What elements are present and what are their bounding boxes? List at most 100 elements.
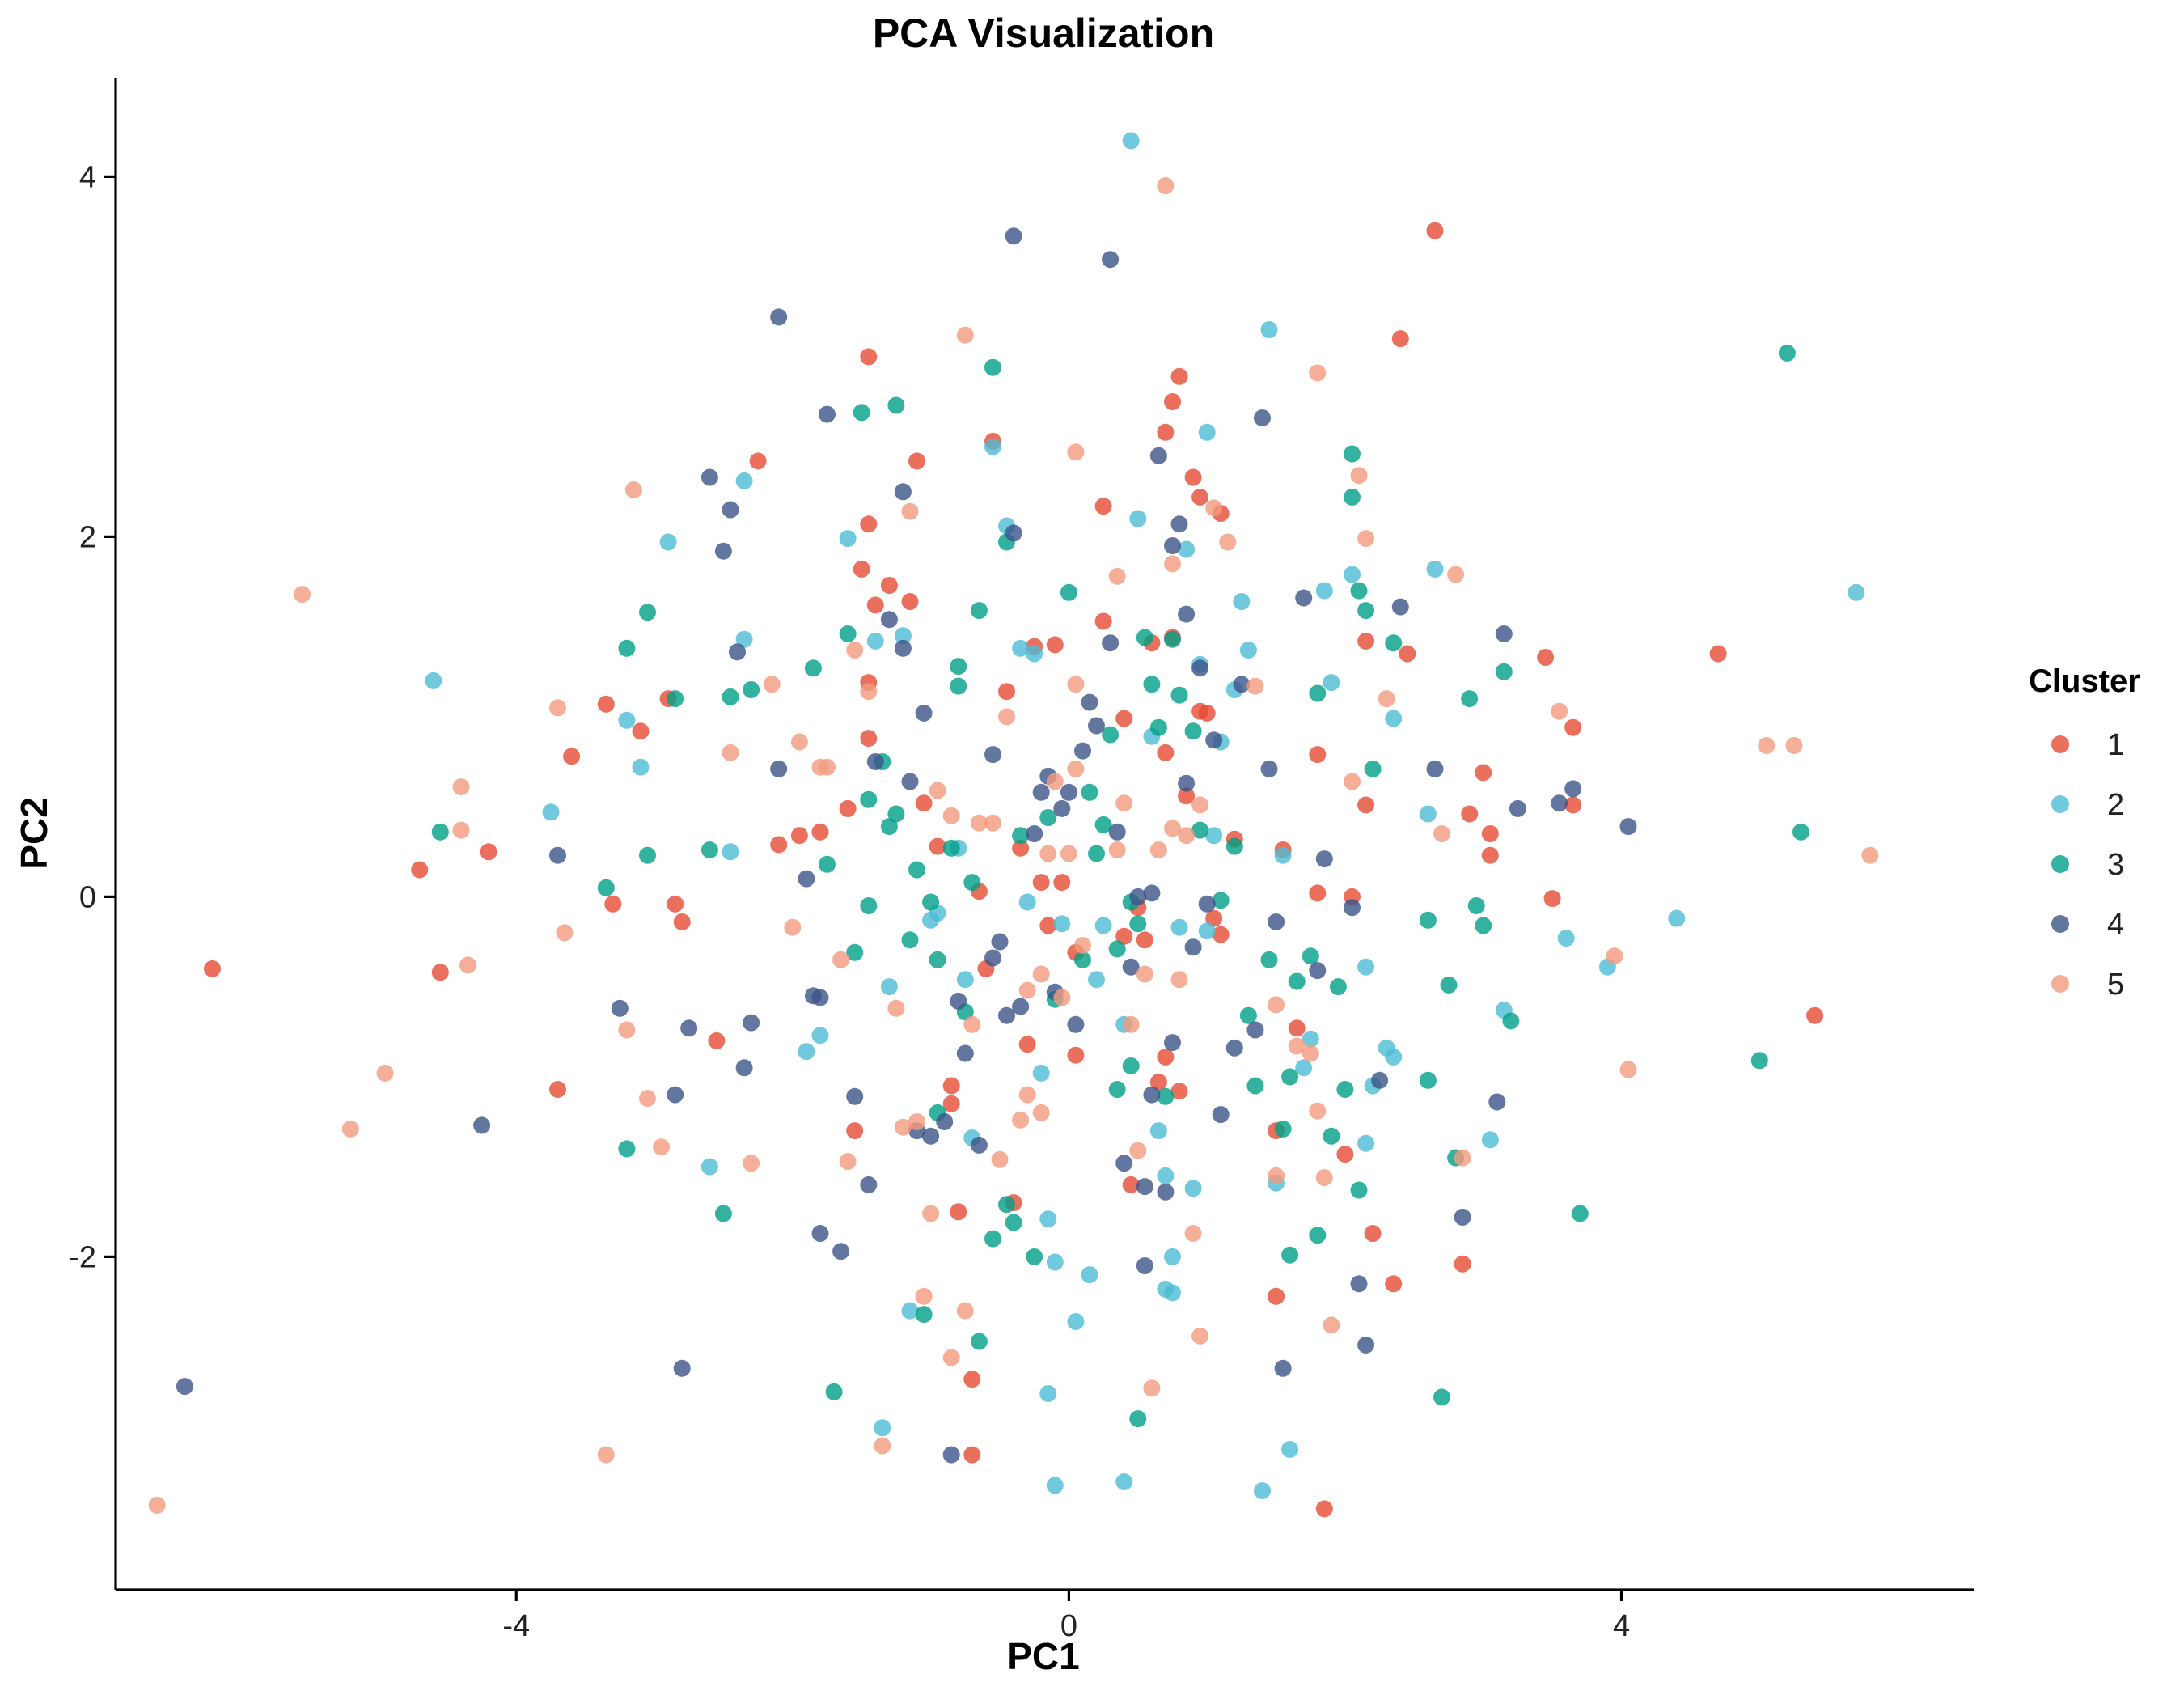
point-cluster-1-24 <box>915 794 933 812</box>
point-cluster-4-7 <box>700 468 718 486</box>
point-cluster-1-98 <box>1806 1006 1824 1024</box>
point-cluster-1-55 <box>1136 931 1153 949</box>
point-cluster-1-17 <box>839 799 857 817</box>
point-cluster-1-27 <box>860 730 878 748</box>
point-cluster-4-86 <box>1391 598 1409 616</box>
point-cluster-2-68 <box>1385 710 1403 727</box>
point-cluster-1-29 <box>929 837 946 855</box>
point-cluster-5-25 <box>874 1437 891 1455</box>
point-cluster-4-79 <box>1295 589 1313 607</box>
point-cluster-1-90 <box>1475 764 1492 782</box>
point-cluster-2-38 <box>1149 1122 1167 1140</box>
point-cluster-2-58 <box>1295 1059 1313 1077</box>
point-cluster-3-16 <box>853 404 870 422</box>
point-cluster-1-3 <box>480 843 497 861</box>
point-cluster-5-27 <box>894 1118 912 1136</box>
point-cluster-5-89 <box>1619 1061 1637 1078</box>
point-cluster-1-88 <box>1454 1255 1471 1273</box>
point-cluster-5-40 <box>991 1150 1009 1168</box>
point-cluster-2-36 <box>1129 510 1147 527</box>
point-cluster-3-25 <box>915 1306 933 1324</box>
point-cluster-4-23 <box>866 753 884 770</box>
point-cluster-5-7 <box>549 699 566 717</box>
chart-title: PCA Visualization <box>873 11 1214 56</box>
x-tick-label-1: 0 <box>1060 1609 1077 1643</box>
point-cluster-3-62 <box>1191 821 1209 839</box>
point-cluster-5-13 <box>653 1138 671 1156</box>
point-cluster-4-85 <box>1371 1071 1389 1089</box>
point-cluster-2-10 <box>811 1027 829 1044</box>
point-cluster-1-8 <box>632 722 650 740</box>
point-cluster-5-48 <box>1053 989 1071 1006</box>
point-cluster-4-75 <box>1254 409 1271 426</box>
point-cluster-2-40 <box>1164 1248 1181 1265</box>
point-cluster-4-17 <box>811 989 829 1006</box>
point-cluster-4-3 <box>611 999 629 1017</box>
scatter-points <box>148 132 1879 1518</box>
point-cluster-5-66 <box>1178 827 1196 845</box>
point-cluster-3-11 <box>804 659 822 677</box>
point-cluster-2-64 <box>1357 1134 1375 1152</box>
x-tick-label-0: -4 <box>502 1609 530 1643</box>
point-cluster-2-28 <box>1046 1253 1064 1271</box>
point-cluster-2-81 <box>1157 1280 1175 1298</box>
point-cluster-1-20 <box>866 596 884 614</box>
point-cluster-5-49 <box>1060 845 1077 862</box>
point-cluster-2-63 <box>1357 958 1375 976</box>
point-cluster-5-58 <box>1129 1142 1147 1159</box>
point-cluster-2-60 <box>1315 582 1333 600</box>
point-cluster-2-25 <box>1026 645 1043 663</box>
point-cluster-1-22 <box>901 593 919 610</box>
point-cluster-5-30 <box>915 1287 933 1305</box>
point-cluster-2-26 <box>1032 1064 1050 1082</box>
point-cluster-4-91 <box>1509 799 1526 817</box>
point-cluster-4-82 <box>1344 899 1361 917</box>
y-tick-label-1: 0 <box>79 880 96 914</box>
point-cluster-5-68 <box>1191 1327 1209 1345</box>
point-cluster-3-42 <box>1026 1248 1043 1265</box>
point-cluster-3-15 <box>846 943 864 961</box>
point-cluster-4-62 <box>1157 1183 1175 1201</box>
point-cluster-5-38 <box>970 814 988 832</box>
point-cluster-1-18 <box>846 1122 864 1140</box>
point-cluster-4-67 <box>1184 938 1202 956</box>
point-cluster-1-62 <box>1164 393 1181 410</box>
point-cluster-3-33 <box>963 874 981 892</box>
point-cluster-1-78 <box>1309 884 1327 902</box>
point-cluster-4-19 <box>819 405 836 423</box>
point-cluster-1-58 <box>1157 1048 1175 1066</box>
point-cluster-5-65 <box>1170 971 1188 989</box>
point-cluster-1-86 <box>1399 645 1416 663</box>
point-cluster-2-7 <box>735 472 753 489</box>
point-cluster-4-57 <box>1122 958 1140 976</box>
point-cluster-2-12 <box>866 632 884 650</box>
point-cluster-4-81 <box>1315 850 1333 868</box>
point-cluster-5-54 <box>1108 841 1126 858</box>
point-cluster-1-51 <box>1115 710 1133 727</box>
legend-title: Cluster <box>2029 663 2140 699</box>
point-cluster-2-67 <box>1385 1048 1403 1066</box>
y-tick-label-3: 4 <box>79 160 96 194</box>
point-cluster-1-87 <box>1426 222 1444 239</box>
point-cluster-4-56 <box>1115 1155 1133 1172</box>
point-cluster-1-47 <box>1067 1046 1085 1064</box>
point-cluster-4-51 <box>1081 693 1098 711</box>
point-cluster-3-54 <box>1129 1410 1147 1428</box>
point-cluster-5-43 <box>1018 981 1036 999</box>
point-cluster-3-75 <box>1323 1127 1340 1145</box>
point-cluster-5-3 <box>376 1064 394 1082</box>
point-cluster-3-37 <box>984 1230 1001 1248</box>
point-cluster-5-70 <box>1205 499 1223 517</box>
point-cluster-2-33 <box>1094 917 1112 934</box>
point-cluster-4-9 <box>722 501 739 519</box>
point-cluster-5-90 <box>1758 737 1776 754</box>
point-cluster-4-78 <box>1274 1359 1292 1377</box>
point-cluster-2-77 <box>1115 1473 1133 1490</box>
point-cluster-1-80 <box>1336 1146 1354 1163</box>
point-cluster-2-14 <box>894 627 912 645</box>
point-cluster-1-25 <box>860 515 878 533</box>
point-cluster-1-63 <box>1170 367 1188 385</box>
point-cluster-4-47 <box>1053 799 1071 817</box>
point-cluster-5-80 <box>1344 773 1361 790</box>
x-tick-label-2: 4 <box>1613 1609 1630 1643</box>
